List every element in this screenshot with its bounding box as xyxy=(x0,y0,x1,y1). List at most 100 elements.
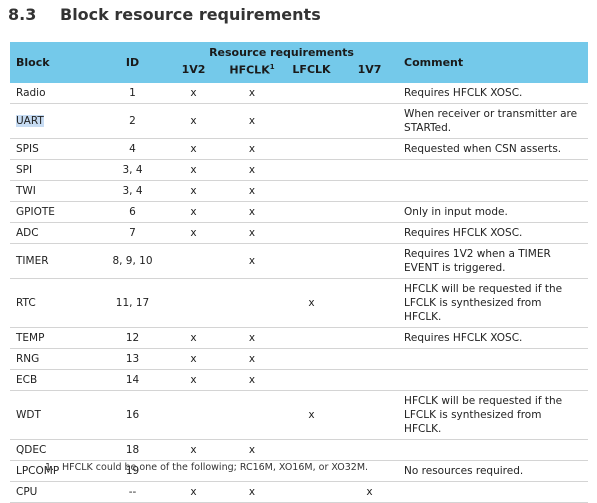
table-row: GPIOTE 6 x x Only in input mode. xyxy=(10,201,589,223)
cell-text: x xyxy=(190,226,197,239)
table-cell: x xyxy=(165,222,222,244)
cell-text: x xyxy=(190,205,197,218)
table-cell: x xyxy=(222,327,282,349)
table-cell: 14 xyxy=(100,369,165,391)
table-cell: RTC xyxy=(10,278,100,328)
table-cell: QDEC xyxy=(10,439,100,461)
table-cell xyxy=(341,159,399,181)
column-header-text: HFCLK xyxy=(229,63,270,77)
table-row: WDT 16 x HFCLK will be requested if the LFC… xyxy=(10,390,589,440)
table-cell xyxy=(282,369,341,391)
cell-text: Requires HFCLK XOSC. xyxy=(404,331,523,344)
cell-text: x xyxy=(190,331,197,344)
cell-text: RNG xyxy=(16,352,40,365)
table-cell xyxy=(282,327,341,349)
table-cell: Requires HFCLK XOSC. xyxy=(398,222,589,244)
cell-text: 19 xyxy=(125,464,140,477)
table-cell xyxy=(282,159,341,181)
cell-text: 3, 4 xyxy=(122,163,143,176)
cell-text: x xyxy=(248,184,256,197)
heading: 8.3 Block resource requirements xyxy=(8,5,321,24)
cell-text: Radio xyxy=(16,86,46,99)
table-cell: x xyxy=(282,278,341,328)
column-header: 1V2 xyxy=(165,61,222,83)
table-cell xyxy=(282,82,341,104)
table-cell: x xyxy=(165,138,222,160)
table-cell xyxy=(165,278,222,328)
cell-text: GPIOTE xyxy=(16,205,55,218)
table-cell: HFCLK will be requested if the LFCLK is … xyxy=(398,278,589,328)
table-row: RNG 13 x x xyxy=(10,348,589,370)
table-cell: TEMP xyxy=(10,327,100,349)
table-cell xyxy=(341,103,399,139)
cell-text: x xyxy=(308,408,315,421)
cell-text: 14 xyxy=(125,373,140,386)
table-row: CPU -- x x x xyxy=(10,481,589,503)
table-cell xyxy=(282,348,341,370)
table-cell xyxy=(282,243,341,279)
table-cell: Requires HFCLK XOSC. xyxy=(398,327,589,349)
cell-text: TEMP xyxy=(16,331,45,344)
table-cell xyxy=(341,278,399,328)
table-cell: 7 xyxy=(100,222,165,244)
cell-text: x xyxy=(190,114,197,127)
table-cell: x xyxy=(165,159,222,181)
cell-text: UART xyxy=(16,114,44,127)
table-cell: x xyxy=(222,243,282,279)
cell-text: 6 xyxy=(129,205,136,218)
cell-text: TWI xyxy=(16,184,36,197)
table-cell: 18 xyxy=(100,439,165,461)
cell-text: Requires 1V2 when a TIMER EVENT is trigg… xyxy=(404,247,551,274)
cell-text: 8, 9, 10 xyxy=(112,254,153,267)
table-cell xyxy=(341,390,399,440)
table-cell: ADC xyxy=(10,222,100,244)
table-cell: Requires HFCLK XOSC. xyxy=(398,82,589,104)
table-row: SPI 3, 4 x x xyxy=(10,159,589,181)
table-cell: 16 xyxy=(100,390,165,440)
table-cell xyxy=(282,138,341,160)
cell-text: HFCLK will be requested if the LFCLK is … xyxy=(404,282,563,323)
table-cell xyxy=(341,327,399,349)
table-cell: When receiver or transmitter are STARTed… xyxy=(398,103,589,139)
page: {"header": {"number": "8.3", "title": "B… xyxy=(8,5,589,503)
cell-text: ADC xyxy=(16,226,39,239)
cell-text: SPIS xyxy=(16,142,39,155)
table-row: LPCOMP 19 No resources required. xyxy=(10,460,589,482)
table-cell xyxy=(282,180,341,202)
table-row: Radio 1 x x Requires HFCLK XOSC. xyxy=(10,82,589,104)
table-cell xyxy=(341,138,399,160)
cell-text: 4 xyxy=(129,142,136,155)
table-cell: 13 xyxy=(100,348,165,370)
cell-text: -- xyxy=(128,485,137,498)
table-cell: x xyxy=(222,348,282,370)
cell-text: No resources required. xyxy=(404,464,524,477)
table-cell: x xyxy=(341,481,399,503)
cell-text: x xyxy=(248,205,256,218)
section-number: 8.3 xyxy=(8,5,37,24)
table-cell: 12 xyxy=(100,327,165,349)
cell-text: 13 xyxy=(125,352,140,365)
table-cell xyxy=(341,222,399,244)
table-cell: SPIS xyxy=(10,138,100,160)
footnote-text: HFCLK could be one of the following; RC1… xyxy=(62,462,369,473)
table-cell xyxy=(282,481,341,503)
table-cell xyxy=(341,180,399,202)
cell-text: TIMER xyxy=(16,254,49,267)
column-header: ID xyxy=(100,42,165,83)
table-cell: Requires 1V2 when a TIMER EVENT is trigg… xyxy=(398,243,589,279)
cell-text: 7 xyxy=(129,226,136,239)
table-row: TWI 3, 4 x x xyxy=(10,180,589,202)
table-cell: x xyxy=(222,481,282,503)
column-header: HFCLK1 xyxy=(222,61,282,83)
table-cell: x xyxy=(222,439,282,461)
table-cell: 1 xyxy=(100,82,165,104)
cell-text: x xyxy=(248,142,256,155)
cell-text: x xyxy=(248,443,256,456)
cell-text: 2 xyxy=(129,114,136,127)
column-header: Block xyxy=(10,42,100,83)
table-cell: x xyxy=(165,201,222,223)
table-cell xyxy=(341,243,399,279)
table-cell: UART xyxy=(10,103,100,139)
table-cell xyxy=(341,369,399,391)
cell-text: 16 xyxy=(125,408,140,421)
